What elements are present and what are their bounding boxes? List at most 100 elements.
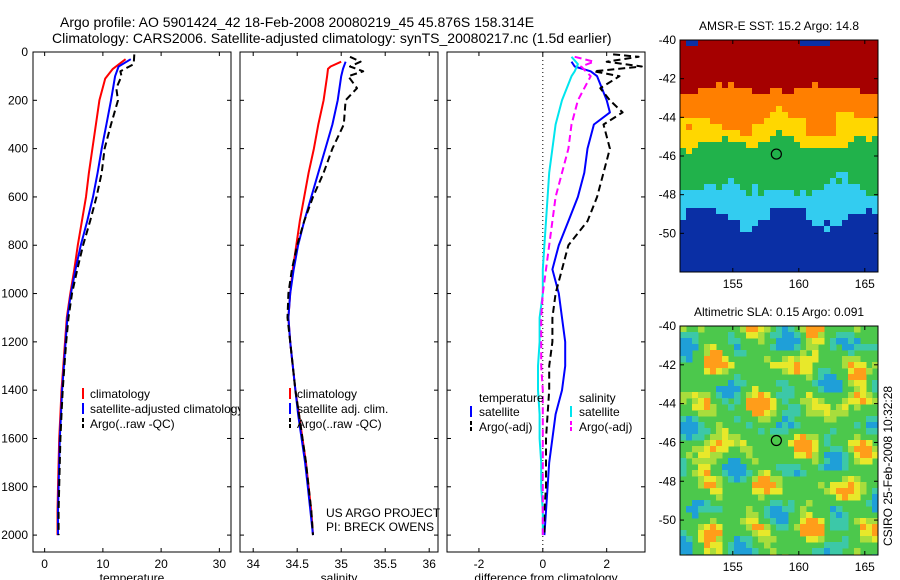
sst-cell	[740, 46, 747, 53]
sla-cell	[776, 344, 783, 351]
sla-cell	[776, 332, 783, 339]
sla-cell	[770, 512, 777, 519]
sla-cell	[866, 398, 873, 405]
sst-cell	[866, 214, 873, 221]
sst-cell	[698, 148, 705, 155]
sst-cell	[758, 46, 765, 53]
sla-cell	[710, 356, 717, 363]
sla-cell	[680, 344, 687, 351]
sst-cell	[692, 64, 699, 71]
sst-cell	[740, 82, 747, 89]
sst-cell	[716, 202, 723, 209]
sst-cell	[854, 76, 861, 83]
sst-cell	[752, 184, 759, 191]
legend-entry: satellite-adjusted climatology	[90, 402, 243, 416]
sla-cell	[812, 518, 819, 525]
sst-cell	[758, 76, 765, 83]
sst-cell	[854, 124, 861, 131]
sst-cell	[830, 220, 837, 227]
sst-cell	[722, 82, 729, 89]
sst-cell	[692, 88, 699, 95]
sst-cell	[746, 238, 753, 245]
sst-cell	[734, 268, 741, 272]
sst-cell	[854, 40, 861, 47]
temperature-x-axis-label: temperature	[100, 571, 165, 580]
sla-cell	[716, 362, 723, 369]
y-tick-label: -42	[659, 72, 677, 86]
sst-cell	[704, 40, 711, 47]
sst-cell	[734, 238, 741, 245]
sst-cell	[758, 238, 765, 245]
sla-cell	[746, 518, 753, 525]
sla-cell	[740, 470, 747, 477]
sst-cell	[830, 82, 837, 89]
sst-cell	[716, 190, 723, 197]
sst-cell	[698, 160, 705, 167]
sst-cell	[800, 142, 807, 149]
sst-cell	[872, 88, 878, 95]
sla-cell	[710, 440, 717, 447]
difference-series-2-line	[537, 56, 579, 536]
sst-cell	[806, 250, 813, 257]
sla-cell	[686, 416, 693, 423]
sst-cell	[860, 238, 867, 245]
sla-cell	[866, 422, 873, 429]
sla-cell	[752, 410, 759, 417]
sst-cell	[740, 268, 747, 272]
sst-cell	[740, 190, 747, 197]
sla-cell	[692, 338, 699, 345]
sla-cell	[800, 470, 807, 477]
sla-cell	[722, 362, 729, 369]
sla-cell	[806, 512, 813, 519]
sla-cell	[710, 362, 717, 369]
sla-cell	[794, 332, 801, 339]
sla-cell	[698, 452, 705, 459]
sst-cell	[734, 100, 741, 107]
sst-cell	[848, 82, 855, 89]
sst-cell	[812, 226, 819, 233]
sla-cell	[680, 356, 687, 363]
sla-cell	[848, 398, 855, 405]
sst-cell	[872, 220, 878, 227]
sst-cell	[800, 58, 807, 65]
sst-cell	[752, 130, 759, 137]
sst-cell	[854, 94, 861, 101]
sst-cell	[734, 256, 741, 263]
sst-cell	[728, 70, 735, 77]
sst-cell	[728, 262, 735, 269]
sst-cell	[860, 196, 867, 203]
sla-cell	[824, 452, 831, 459]
sla-cell	[812, 350, 819, 357]
sla-cell	[776, 464, 783, 471]
sst-cell	[872, 118, 878, 125]
sst-cell	[764, 166, 771, 173]
sst-cell	[842, 130, 849, 137]
sst-cell	[782, 214, 789, 221]
sla-cell	[872, 506, 878, 513]
sst-cell	[836, 88, 843, 95]
sla-cell	[710, 536, 717, 543]
sst-cell	[842, 88, 849, 95]
sst-cell	[698, 244, 705, 251]
sla-cell	[866, 536, 873, 543]
sla-cell	[728, 404, 735, 411]
sst-cell	[752, 268, 759, 272]
sst-cell	[848, 250, 855, 257]
sst-cell	[854, 172, 861, 179]
sst-cell	[800, 244, 807, 251]
sla-cell	[836, 464, 843, 471]
sst-cell	[722, 202, 729, 209]
sst-cell	[770, 190, 777, 197]
sst-cell	[680, 148, 687, 155]
sst-cell	[836, 130, 843, 137]
sla-cell	[704, 530, 711, 537]
sst-cell	[692, 268, 699, 272]
sst-cell	[764, 250, 771, 257]
sst-cell	[788, 70, 795, 77]
sst-cell	[740, 256, 747, 263]
sst-cell	[710, 166, 717, 173]
sst-cell	[812, 196, 819, 203]
sst-cell	[728, 214, 735, 221]
sla-cell	[848, 362, 855, 369]
sst-cell	[758, 112, 765, 119]
